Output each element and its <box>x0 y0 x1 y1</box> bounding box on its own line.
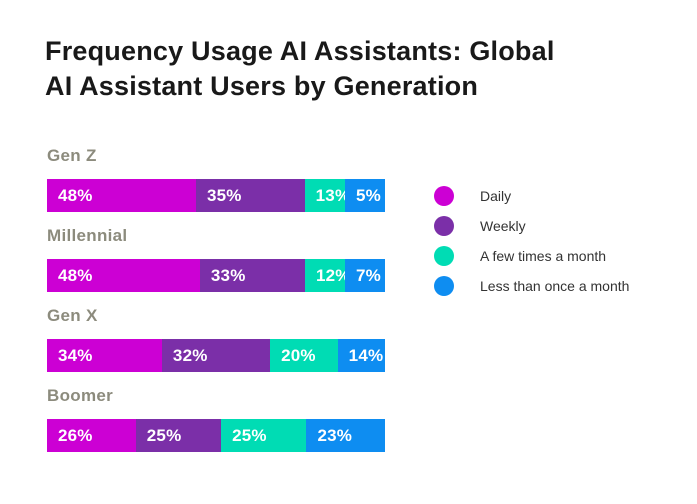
chart-title-line-2: AI Assistant Users by Generation <box>45 71 479 102</box>
category-label: Millennial <box>47 226 128 245</box>
legend-label: Weekly <box>480 218 526 234</box>
stacked-bar: 48% 35% 13% 5% <box>47 179 385 212</box>
category-label: Gen Z <box>47 146 97 165</box>
segment-value-label: 13% <box>315 185 345 205</box>
segment-value-label: 26% <box>58 425 93 445</box>
stacked-bar-chart: Gen Z 48% 35% 13% 5% Millennial 48% 33% 12% 7% Gen… <box>47 146 386 466</box>
stacked-bar: 26% 25% 25% 23% <box>47 419 386 452</box>
bar-segment: 48% <box>47 179 196 212</box>
legend-swatch-circle <box>434 216 454 236</box>
segment-value-label: 25% <box>232 425 267 445</box>
segment-value-label: 23% <box>317 425 353 445</box>
segment-value-label: 35% <box>207 185 242 205</box>
bar-segment: 14% <box>337 339 385 372</box>
legend-item: Less than once a month <box>434 276 629 296</box>
bar-group: Gen X 34% 32% 20% 14% <box>47 306 385 372</box>
segment-value-label: 12% <box>316 265 345 285</box>
category-label: Gen X <box>47 306 98 325</box>
bar-group: Millennial 48% 33% 12% 7% <box>47 226 385 292</box>
bar-segment: 34% <box>47 339 162 372</box>
segment-value-label: 48% <box>58 185 93 205</box>
chart-title: Frequency Usage AI Assistants: Global AI… <box>45 34 675 104</box>
bar-segment: 5% <box>345 179 385 212</box>
stacked-bar: 34% 32% 20% 14% <box>47 339 385 372</box>
bar-segment: 12% <box>305 259 345 292</box>
legend-item: Daily <box>434 186 629 206</box>
segment-value-label: 48% <box>58 265 93 285</box>
segment-value-label: 14% <box>348 345 384 365</box>
segment-value-label: 33% <box>210 265 246 285</box>
legend-label: A few times a month <box>480 248 607 264</box>
bar-segment: 26% <box>47 419 136 452</box>
bar-segment: 48% <box>47 259 200 292</box>
bar-segment: 13% <box>304 179 345 212</box>
segment-value-label: 25% <box>146 425 182 445</box>
bar-group: Boomer 26% 25% 25% 23% <box>47 386 386 452</box>
legend-item: Weekly <box>434 216 629 236</box>
legend-label: Daily <box>480 188 512 204</box>
segment-value-label: 7% <box>356 265 381 285</box>
bar-group: Gen Z 48% 35% 13% 5% <box>47 146 385 212</box>
segment-value-label: 34% <box>58 345 93 365</box>
legend-swatch-circle <box>434 246 454 266</box>
chart-legend: Daily Weekly A few times a month Less than … <box>434 186 629 306</box>
legend-label: Less than once a month <box>480 278 630 294</box>
bar-segment: 33% <box>199 259 305 292</box>
bar-segment: 23% <box>306 419 386 452</box>
stacked-bar: 48% 33% 12% 7% <box>47 259 385 292</box>
chart-title-line-1: Frequency Usage AI Assistants: Global <box>45 36 555 67</box>
bar-segment: 25% <box>221 419 307 452</box>
bar-segment: 20% <box>270 339 338 372</box>
segment-value-label: 20% <box>281 345 316 365</box>
bar-segment: 7% <box>345 259 385 292</box>
legend-swatch-circle <box>434 186 454 206</box>
category-label: Boomer <box>47 386 114 405</box>
bar-segment: 35% <box>196 179 305 212</box>
legend-swatch-circle <box>434 276 454 296</box>
segment-value-label: 5% <box>356 185 381 205</box>
bar-segment: 32% <box>161 339 271 372</box>
legend-item: A few times a month <box>434 246 629 266</box>
bar-segment: 25% <box>135 419 222 452</box>
segment-value-label: 32% <box>172 345 208 365</box>
